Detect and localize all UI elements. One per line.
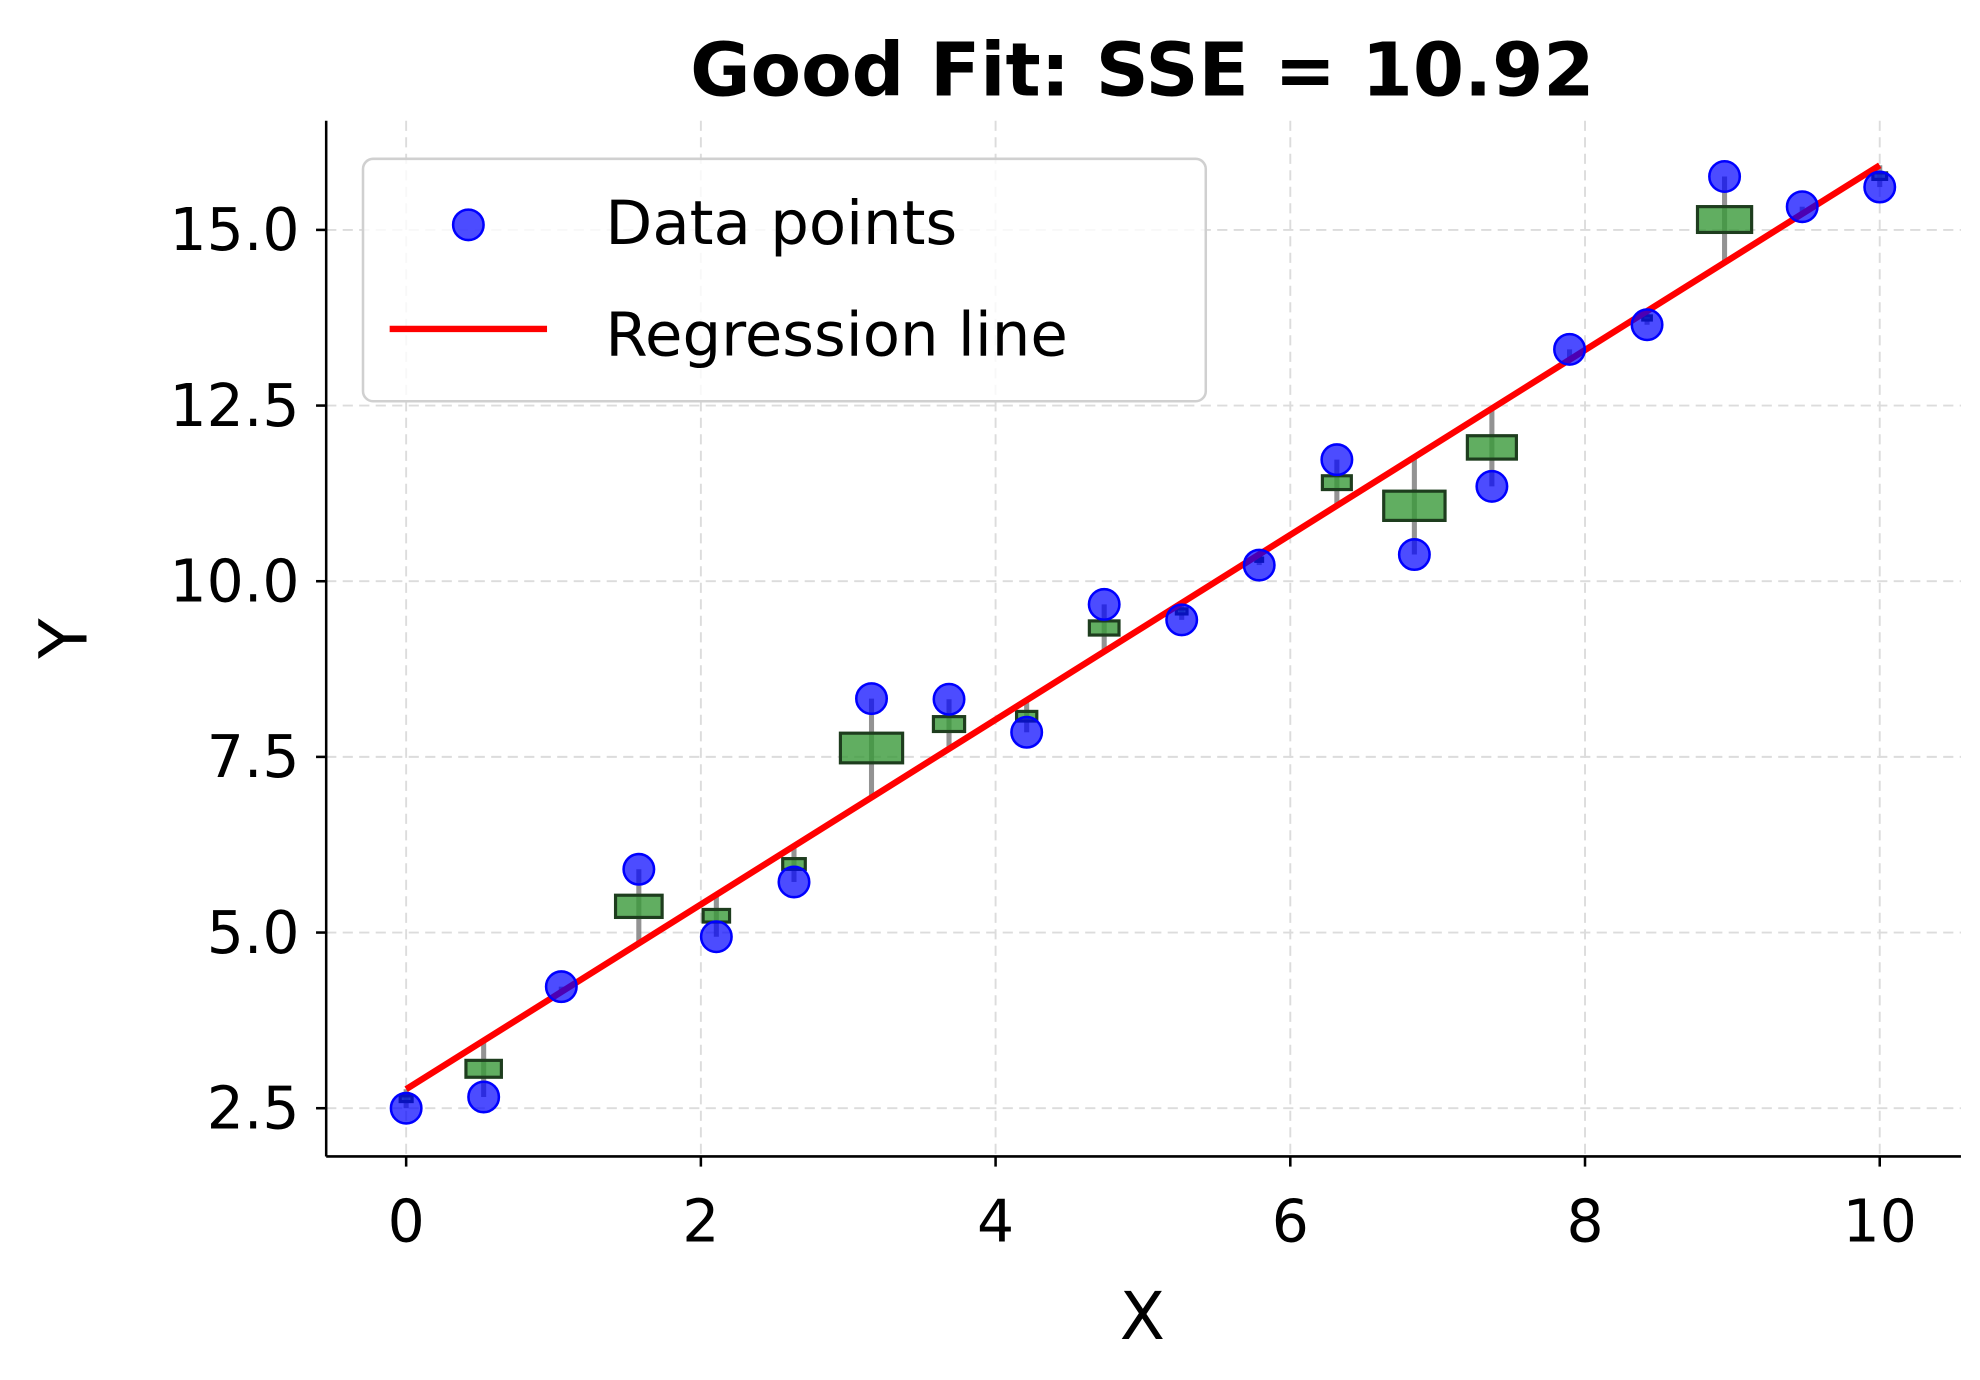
- x-tick-label: 4: [977, 1187, 1014, 1255]
- residual-square: [464, 1058, 503, 1079]
- residual-square: [838, 731, 905, 765]
- data-point: [932, 682, 966, 716]
- x-tick-label: 10: [1843, 1187, 1917, 1255]
- legend-label-data-points: Data points: [605, 188, 957, 259]
- data-point: [1553, 332, 1587, 366]
- data-point: [1087, 587, 1121, 621]
- y-tick-label: 15.0: [170, 196, 300, 264]
- residual-square: [1087, 619, 1121, 637]
- residual-square: [701, 907, 732, 924]
- residual-square: [931, 715, 967, 734]
- residual-square: [1320, 474, 1353, 492]
- data-point: [1863, 170, 1897, 204]
- data-point: [777, 865, 811, 899]
- residual-square: [1465, 434, 1518, 461]
- data-point: [1010, 715, 1044, 749]
- legend-box: [361, 157, 1208, 403]
- x-tick-label: 6: [1272, 1187, 1309, 1255]
- legend: Data points Regression line: [361, 157, 1208, 403]
- data-point: [699, 920, 733, 954]
- x-axis-label: X: [1120, 1278, 1165, 1355]
- chart-title: Good Fit: SSE = 10.92: [690, 28, 1594, 113]
- data-point: [1475, 469, 1509, 503]
- x-tick-label: 8: [1566, 1187, 1603, 1255]
- data-point: [1785, 190, 1819, 224]
- residual-squares: [398, 171, 1889, 1104]
- y-tick-label: 5.0: [207, 899, 300, 967]
- legend-marker-data-points: [451, 208, 485, 242]
- x-tick-label: 2: [682, 1187, 719, 1255]
- data-point: [1397, 538, 1431, 572]
- data-point: [1630, 308, 1664, 342]
- y-axis-label: Y: [25, 618, 102, 660]
- data-point: [622, 852, 656, 886]
- y-tick-label: 12.5: [170, 372, 300, 440]
- ticks: 0 2 4 6 8 10 2.5 5.0 7.5 10.0 12.5 15.0: [170, 196, 1917, 1255]
- legend-label-regression-line: Regression line: [605, 300, 1067, 371]
- data-point: [389, 1091, 423, 1125]
- x-tick-label: 0: [388, 1187, 425, 1255]
- data-point: [1708, 160, 1742, 194]
- data-point: [1320, 443, 1354, 477]
- residual-square: [1382, 489, 1447, 522]
- data-point: [1242, 548, 1276, 582]
- data-point: [467, 1080, 501, 1114]
- residual-square: [1695, 205, 1754, 235]
- axes: [324, 120, 1961, 1158]
- residual-square: [613, 893, 664, 920]
- data-point: [855, 682, 889, 716]
- y-tick-label: 2.5: [207, 1075, 300, 1143]
- data-point: [544, 970, 578, 1004]
- data-point: [1165, 603, 1199, 637]
- y-tick-label: 10.0: [170, 548, 300, 616]
- y-tick-label: 7.5: [207, 723, 300, 791]
- data-points: [389, 160, 1897, 1125]
